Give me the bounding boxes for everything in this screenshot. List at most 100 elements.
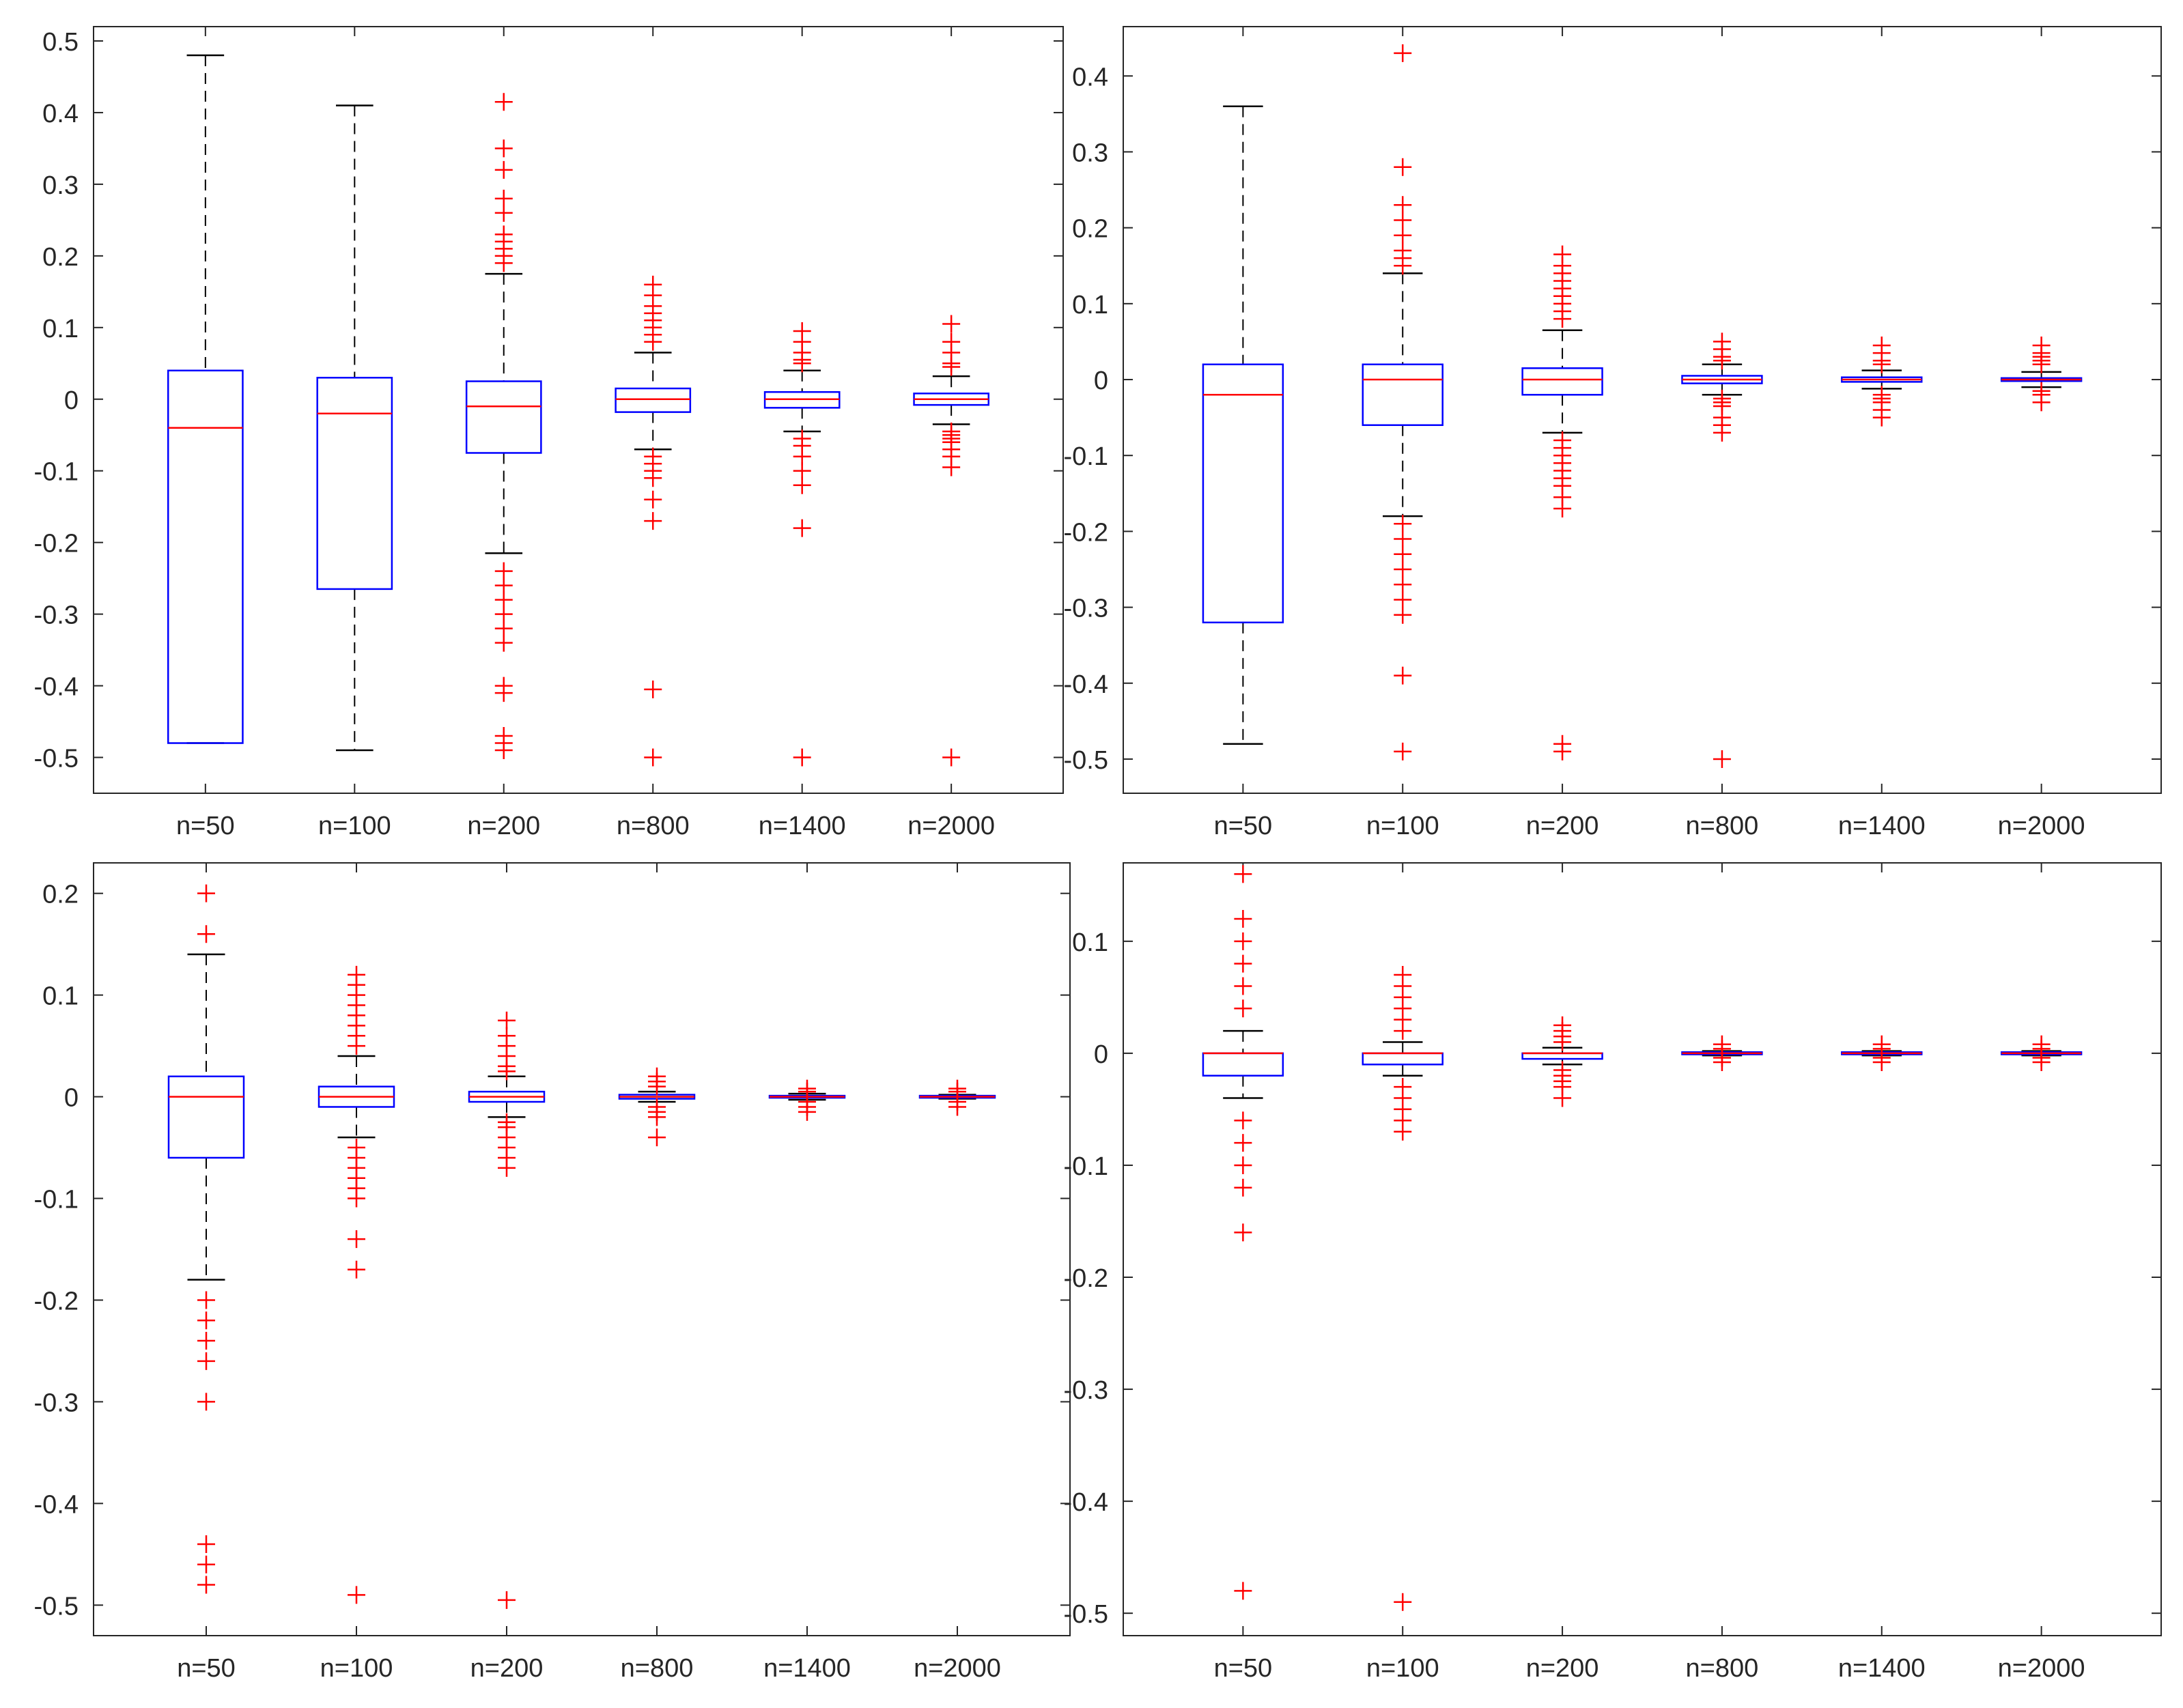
outlier-marker [498, 1591, 516, 1609]
outlier-marker [942, 748, 961, 767]
y-tick-label: 0 [64, 1084, 79, 1113]
box-iqr [1202, 363, 1284, 624]
y-tick-label: -0.1 [34, 1186, 79, 1214]
outlier-marker [1553, 742, 1572, 760]
y-tick-label: -0.3 [1064, 1376, 1108, 1405]
axes-frame [1123, 26, 2162, 794]
outlier-marker [494, 160, 513, 179]
y-tick-label: -0.4 [34, 1490, 79, 1519]
box-iqr [1362, 363, 1443, 426]
y-tick-label: -0.3 [34, 1389, 79, 1417]
x-tick-label: n=2000 [1998, 812, 2085, 840]
y-tick-label: 0 [64, 386, 79, 415]
outlier-marker [197, 925, 215, 943]
outlier-marker [942, 358, 961, 376]
outlier-marker [948, 1098, 966, 1116]
outlier-marker [644, 469, 662, 487]
outlier-marker [793, 476, 811, 494]
outlier-marker [793, 354, 811, 373]
outlier-marker [1394, 545, 1412, 563]
outlier-marker [1234, 1156, 1252, 1174]
y-tick-label: 0.5 [42, 28, 79, 57]
outlier-marker [648, 1128, 666, 1147]
outlier-marker [348, 1189, 365, 1208]
outlier-marker [494, 93, 513, 111]
outlier-marker [1394, 666, 1412, 685]
outlier-marker [644, 748, 662, 767]
outlier-marker [498, 1062, 516, 1081]
x-tick-label: n=100 [320, 1654, 393, 1683]
outlier-marker [1872, 355, 1891, 373]
x-tick-label: n=1400 [759, 812, 846, 840]
y-tick-label: -0.2 [1064, 518, 1108, 547]
outlier-marker [197, 1291, 215, 1309]
outlier-marker [1553, 1033, 1572, 1051]
outlier-marker [494, 203, 513, 222]
outlier-marker [1234, 977, 1252, 995]
outlier-marker [1394, 530, 1412, 548]
y-tick-label: -0.5 [1064, 1600, 1108, 1629]
outlier-marker [1713, 750, 1731, 768]
x-tick-label: n=50 [176, 812, 235, 840]
outlier-marker [1394, 158, 1412, 176]
outlier-marker [494, 684, 513, 702]
outlier-marker [1234, 1582, 1252, 1600]
outlier-marker [2032, 1053, 2051, 1072]
outlier-marker [1394, 1022, 1412, 1040]
outlier-marker [1394, 257, 1412, 275]
outlier-marker [1713, 352, 1731, 370]
y-tick-label: -0.2 [34, 1287, 79, 1315]
outlier-marker [197, 1555, 215, 1574]
outlier-marker [1234, 999, 1252, 1018]
outlier-marker [197, 1311, 215, 1330]
outlier-marker [942, 458, 961, 476]
x-tick-label: n=1400 [1838, 1654, 1926, 1683]
y-tick-label: -0.4 [34, 673, 79, 702]
outlier-marker [1394, 575, 1412, 594]
outlier-marker [1234, 1223, 1252, 1242]
y-tick-label: -0.2 [1064, 1264, 1108, 1293]
outlier-marker [793, 519, 811, 537]
y-tick-label: 0.1 [1072, 928, 1108, 957]
outlier-marker [1394, 44, 1412, 62]
outlier-marker [1394, 226, 1412, 244]
outlier-marker [1394, 1593, 1412, 1611]
x-tick-label: n=100 [1366, 1654, 1439, 1683]
panel-top-right: -0.5 -0.4 -0.3 -0.2 -0.1 0 0.1 0.2 0.3 0.4 n=50 n=1… [1064, 26, 2162, 840]
outlier-marker [1394, 742, 1412, 760]
outlier-marker [1872, 1053, 1891, 1072]
outlier-marker [1553, 1089, 1572, 1107]
y-tick-label: 0.1 [42, 315, 79, 343]
outlier-marker [197, 1332, 215, 1350]
outlier-marker [1394, 590, 1412, 609]
box-iqr [1202, 1052, 1284, 1077]
y-tick-label: 0 [1094, 1040, 1108, 1069]
outlier-marker [2032, 355, 2051, 373]
axes-frame [93, 862, 1071, 1636]
x-tick-label: n=100 [1366, 812, 1439, 840]
y-tick-label: -0.1 [1064, 442, 1108, 471]
y-tick-label: -0.2 [34, 530, 79, 558]
outlier-marker [648, 1077, 666, 1096]
outlier-marker [1394, 560, 1412, 578]
x-tick-label: n=800 [1686, 1654, 1759, 1683]
y-tick-label: 0.2 [42, 243, 79, 272]
outlier-marker [644, 512, 662, 530]
panel-bottom-right: -0.5 -0.4 -0.3 -0.2 -0.1 0 0.1 n=50 n=100 n=200 n=… [1064, 862, 2162, 1683]
box-iqr [316, 377, 393, 590]
outlier-marker [348, 1586, 365, 1604]
outlier-marker [197, 1393, 215, 1411]
x-tick-label: n=200 [1526, 812, 1599, 840]
x-tick-label: n=50 [1214, 812, 1273, 840]
outlier-marker [2032, 393, 2051, 412]
y-tick-label: -0.5 [1064, 746, 1108, 775]
x-tick-label: n=800 [617, 812, 690, 840]
x-tick-label: n=1400 [1838, 812, 1926, 840]
outlier-marker [1234, 1178, 1252, 1197]
panel-top-left: -0.5 -0.4 -0.3 -0.2 -0.1 0 0.1 0.2 0.3 0.4 0.5 n=50… [34, 26, 1064, 840]
outlier-marker [1234, 1111, 1252, 1130]
x-tick-label: n=800 [621, 1654, 694, 1683]
box-iqr [1362, 1052, 1443, 1066]
outlier-marker [1553, 500, 1572, 518]
